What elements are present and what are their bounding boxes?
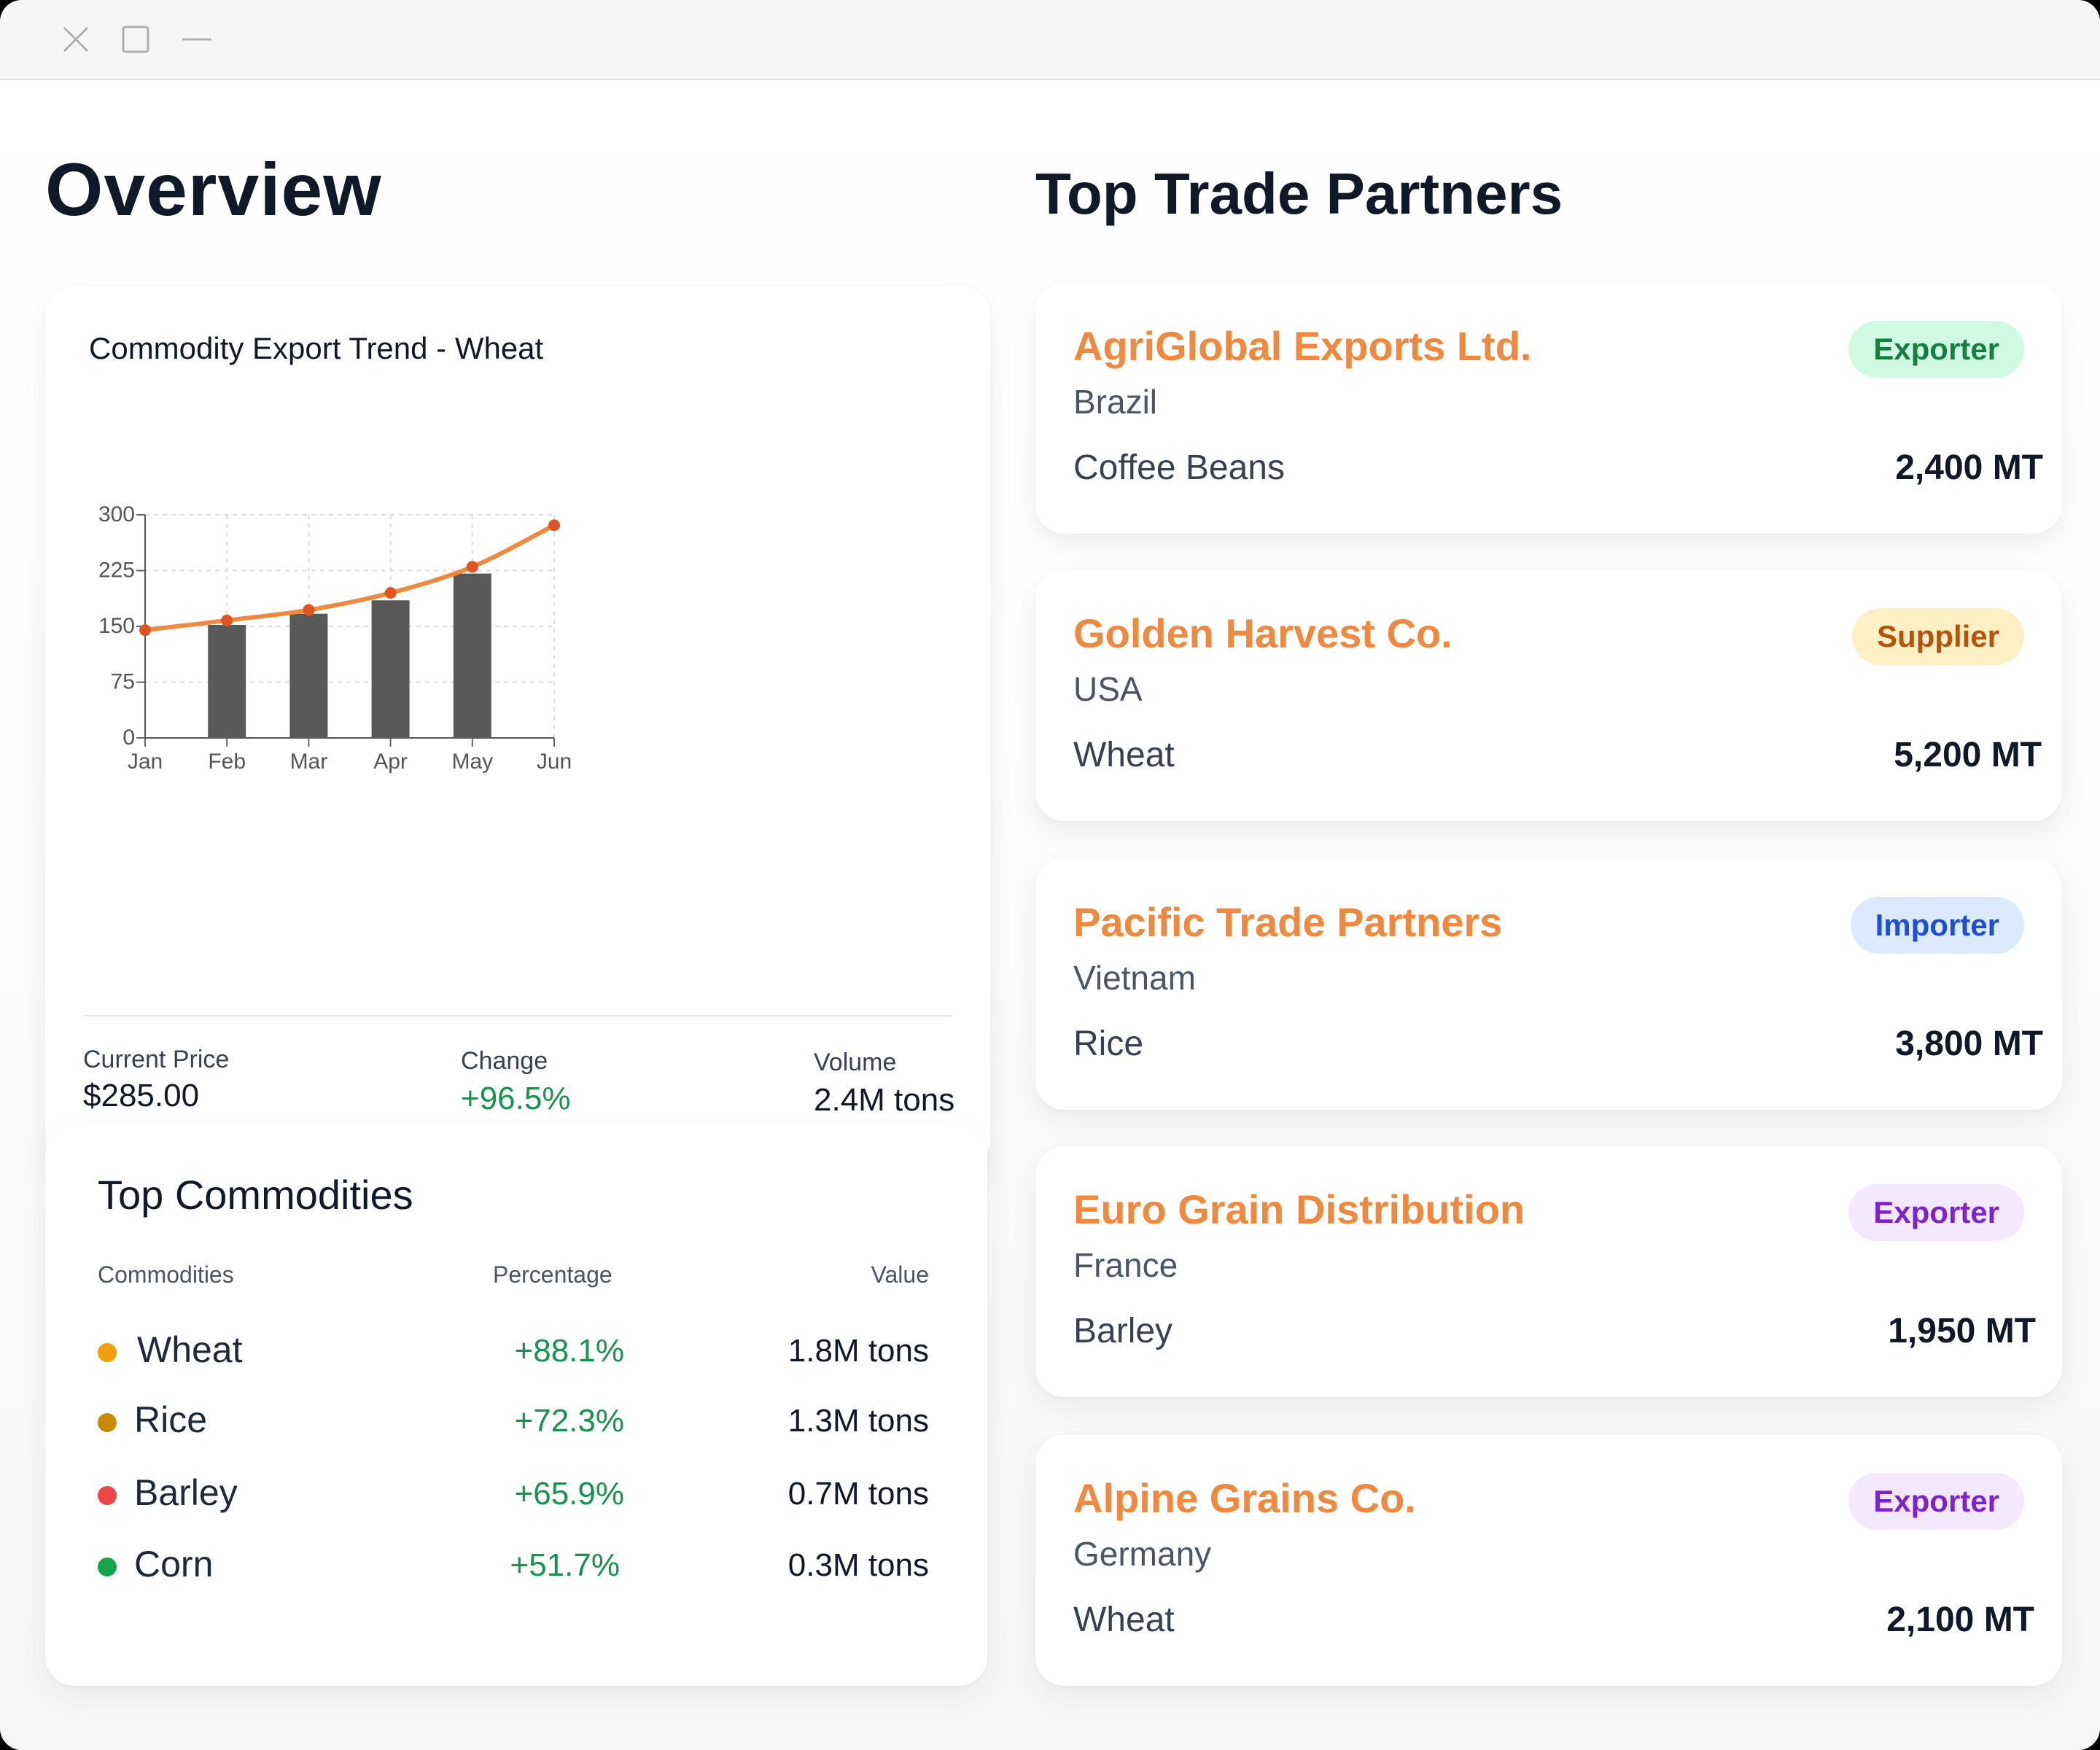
trend-point-apr (384, 587, 397, 599)
commodity-row-corn[interactable]: Corn +51.7% 0.3M tons (45, 1536, 987, 1594)
change-label: Change (461, 1047, 548, 1075)
change-value: +96.5% (461, 1081, 571, 1116)
overview-title: Overview (45, 148, 382, 231)
commodity-name: Rice (134, 1399, 208, 1440)
bar-may (453, 573, 491, 738)
y-tick-label: 0 (122, 726, 135, 750)
partner-commodity: Coffee Beans (1073, 448, 1285, 487)
col-header-commodities: Commodities (98, 1261, 234, 1288)
partner-name: AgriGlobal Exports Ltd. (1073, 323, 1532, 369)
maximize-icon[interactable] (118, 22, 153, 57)
partner-amount: 2,400 MT (1895, 448, 2043, 487)
y-tick-label: 225 (98, 559, 135, 583)
x-tick-label: Apr (373, 750, 408, 774)
current-price-value: $285.00 (83, 1078, 200, 1113)
y-tick-label: 300 (98, 502, 135, 526)
commodity-percentage: +88.1% (514, 1333, 624, 1369)
partner-amount: 3,800 MT (1895, 1024, 2043, 1063)
partner-commodity: Wheat (1073, 736, 1175, 774)
partner-country: USA (1073, 670, 1143, 708)
x-tick-label: Jun (537, 750, 572, 774)
x-tick-label: Jan (128, 750, 163, 774)
col-header-value: Value (871, 1261, 929, 1288)
trend-point-feb (221, 614, 233, 626)
commodity-percentage: +72.3% (514, 1403, 624, 1439)
partner-name: Pacific Trade Partners (1073, 899, 1503, 945)
commodity-value: 1.8M tons (788, 1333, 929, 1369)
commodity-value: 0.7M tons (788, 1476, 929, 1512)
partner-country: Brazil (1073, 383, 1158, 421)
close-icon[interactable] (58, 22, 93, 57)
trend-point-jun (548, 519, 560, 532)
partner-card-euro-grain[interactable]: Euro Grain Distribution Exporter France … (1035, 1146, 2062, 1397)
corn-color-dot (98, 1558, 117, 1576)
export-trend-card: Commodity Export Trend - Wheat 0 75 150 225… (45, 286, 990, 1170)
commodity-name: Corn (134, 1544, 214, 1584)
commodity-row-barley[interactable]: Barley +65.9% 0.7M tons (45, 1464, 987, 1522)
rice-color-dot (98, 1413, 117, 1432)
commodity-name: Wheat (137, 1329, 243, 1370)
commodity-row-wheat[interactable]: Wheat +88.1% 1.8M tons (45, 1321, 987, 1380)
partner-country: Germany (1073, 1535, 1212, 1573)
x-tick-label: Mar (290, 750, 328, 774)
y-tick-label: 75 (111, 670, 135, 694)
trend-line (143, 523, 556, 633)
current-price-label: Current Price (83, 1046, 230, 1073)
y-tick-label: 150 (98, 614, 135, 638)
top-commodities-card: Top Commodities Commodities Percentage V… (45, 1123, 987, 1686)
partner-type-badge: Supplier (1851, 608, 2024, 665)
partner-country: France (1073, 1246, 1178, 1284)
volume-label: Volume (814, 1049, 897, 1076)
commodity-percentage: +65.9% (514, 1476, 624, 1512)
chart-title: Commodity Export Trend - Wheat (89, 331, 544, 365)
partner-type-badge: Exporter (1848, 1473, 2024, 1530)
volume-value: 2.4M tons (814, 1082, 955, 1118)
partner-type-badge: Exporter (1848, 1184, 2024, 1241)
partner-commodity: Barley (1073, 1312, 1173, 1350)
partner-commodity: Wheat (1073, 1601, 1175, 1639)
trend-point-may (466, 561, 478, 573)
bar-apr (371, 600, 410, 738)
col-header-percentage: Percentage (493, 1261, 612, 1288)
barley-color-dot (98, 1486, 117, 1505)
commodity-name: Barley (134, 1472, 238, 1513)
partner-type-badge: Importer (1850, 897, 2024, 954)
x-tick-label: May (451, 750, 493, 774)
partner-name: Golden Harvest Co. (1073, 610, 1452, 656)
wheat-color-dot (98, 1343, 117, 1362)
trend-point-mar (303, 604, 315, 616)
commodity-value: 0.3M tons (788, 1547, 929, 1583)
bar-mar (289, 613, 328, 738)
partner-card-alpine-grains[interactable]: Alpine Grains Co. Exporter Germany Wheat… (1035, 1435, 2062, 1686)
commodity-value: 1.3M tons (788, 1403, 929, 1439)
x-tick-label: Feb (208, 750, 246, 774)
chart-divider (83, 1015, 952, 1016)
partner-name: Euro Grain Distribution (1073, 1186, 1525, 1232)
trade-partners-title: Top Trade Partners (1035, 161, 1563, 226)
dashboard-content: Overview Top Trade Partners Commodity Ex… (0, 80, 2100, 1750)
minimize-icon[interactable] (179, 22, 214, 57)
title-bar (0, 0, 2100, 80)
partner-name: Alpine Grains Co. (1073, 1475, 1416, 1521)
partner-amount: 5,200 MT (1894, 736, 2042, 774)
partner-card-pacific-trade[interactable]: Pacific Trade Partners Importer Vietnam … (1035, 859, 2062, 1110)
partner-country: Vietnam (1073, 959, 1196, 997)
commodity-row-rice[interactable]: Rice +72.3% 1.3M tons (45, 1391, 987, 1450)
partner-type-badge: Exporter (1848, 321, 2024, 378)
trend-point-jan (139, 624, 151, 637)
partner-card-golden-harvest[interactable]: Golden Harvest Co. Supplier USA Wheat 5,… (1035, 570, 2062, 821)
commodity-percentage: +51.7% (510, 1547, 620, 1583)
partner-amount: 1,950 MT (1888, 1312, 2036, 1350)
partner-commodity: Rice (1073, 1024, 1144, 1063)
partner-card-agriglobal[interactable]: AgriGlobal Exports Ltd. Exporter Brazil … (1035, 283, 2062, 534)
partner-amount: 2,100 MT (1886, 1601, 2034, 1639)
export-trend-chart: 0 75 150 225 300 Jan Feb Mar Apr May Jun (98, 502, 572, 774)
top-commodities-title: Top Commodities (98, 1172, 413, 1218)
bar-feb (208, 624, 246, 738)
